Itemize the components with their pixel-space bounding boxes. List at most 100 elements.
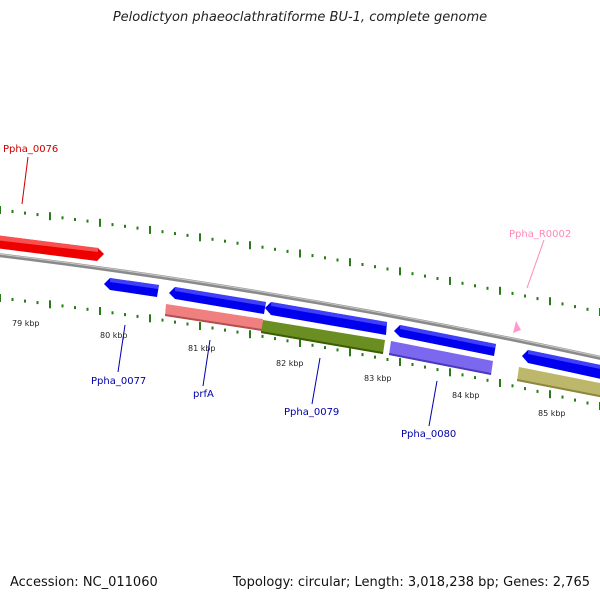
inner-minor-tick (261, 334, 264, 338)
outer-minor-tick (486, 286, 489, 290)
inner-minor-tick (536, 389, 539, 393)
inner-minor-tick (136, 314, 139, 318)
outer-minor-tick (274, 247, 276, 251)
outer-minor-tick (536, 297, 539, 301)
inner-minor-tick (486, 378, 489, 382)
inner-minor-tick (211, 326, 214, 330)
gene-label-ppha-0076[interactable]: Ppha_0076 (3, 144, 58, 155)
outer-major-tick (49, 212, 51, 221)
genome-stats-text: Topology: circular; Length: 3,018,238 bp… (232, 575, 590, 590)
kbp-label-82: 82 kbp (276, 359, 304, 368)
inner-minor-tick (236, 330, 239, 334)
outer-minor-tick (461, 281, 464, 285)
outer-minor-tick (161, 230, 164, 234)
inner-minor-tick (411, 363, 414, 366)
kbp-label-79: 79 kbp (12, 319, 40, 328)
gene-label-prfA[interactable]: prfA (193, 389, 214, 400)
inner-minor-tick (386, 358, 389, 361)
outer-minor-tick (424, 274, 426, 278)
outer-minor-tick (136, 226, 139, 230)
gene-ppha-0080[interactable] (394, 325, 496, 356)
inner-minor-tick (561, 395, 564, 399)
inner-minor-tick (511, 384, 514, 388)
inner-minor-tick (361, 353, 364, 357)
inner-tick-track (0, 294, 600, 410)
inner-minor-tick (524, 387, 526, 391)
inner-minor-tick (186, 322, 189, 326)
inner-minor-tick (274, 337, 276, 341)
outer-major-tick (499, 286, 501, 295)
genome-backbone (0, 253, 600, 360)
kbp-label-80: 80 kbp (100, 331, 128, 340)
gene-ppha-0077[interactable] (104, 278, 159, 297)
inner-minor-tick (474, 376, 476, 380)
outer-minor-tick (261, 245, 264, 249)
inner-major-tick (199, 322, 201, 330)
inner-minor-tick (11, 298, 14, 301)
inner-minor-tick (461, 373, 464, 377)
inner-major-tick (499, 379, 501, 387)
gene-ppha-0079[interactable] (265, 302, 387, 335)
rna-marker-ppha-r0002[interactable] (513, 321, 521, 333)
outer-minor-tick (61, 216, 64, 220)
kbp-label-84: 84 kbp (452, 391, 480, 400)
kbp-label-85: 85 kbp (538, 409, 566, 418)
gene-label-ppha-0080[interactable]: Ppha_0080 (401, 429, 456, 440)
outer-minor-tick (336, 258, 339, 262)
gene-label-ppha-r0002[interactable]: Ppha_R0002 (509, 229, 571, 240)
outer-minor-tick (286, 249, 289, 253)
leader-ppha-0076 (21, 156, 29, 205)
inner-minor-tick (111, 311, 114, 315)
inner-major-tick (399, 358, 401, 366)
gene-ppha-0081[interactable] (522, 350, 600, 381)
outer-minor-tick (474, 284, 476, 288)
gene-ppha-0076[interactable] (0, 235, 104, 261)
inner-major-tick (0, 294, 1, 302)
inner-minor-tick (324, 346, 326, 350)
gene-label-ppha-0079[interactable]: Ppha_0079 (284, 407, 339, 418)
inner-minor-tick (36, 301, 39, 305)
outer-minor-tick (24, 211, 26, 215)
cog-bar-ppha-0081 (517, 367, 600, 398)
outer-major-tick (449, 276, 451, 285)
inner-major-tick (49, 300, 51, 309)
kbp-label-81: 81 kbp (188, 344, 216, 353)
gene-prfA[interactable] (169, 287, 266, 314)
outer-minor-tick (74, 218, 76, 221)
inner-minor-tick (586, 401, 589, 405)
inner-minor-tick (24, 299, 26, 303)
inner-minor-tick (86, 307, 89, 311)
leader-ppha-r0002 (526, 239, 545, 289)
inner-major-tick (549, 390, 551, 399)
outer-minor-tick (186, 233, 189, 237)
outer-major-tick (399, 267, 401, 276)
outer-minor-tick (436, 277, 439, 280)
inner-minor-tick (286, 339, 289, 343)
inner-major-tick (249, 330, 251, 339)
outer-minor-tick (524, 294, 526, 298)
outer-major-tick (149, 225, 151, 234)
outer-minor-tick (411, 272, 414, 276)
outer-major-tick (0, 206, 1, 214)
outer-minor-tick (236, 241, 239, 245)
outer-minor-tick (511, 291, 514, 295)
outer-minor-tick (586, 307, 589, 311)
outer-tick-track (0, 206, 600, 316)
cog-bar-ppha-0080 (389, 341, 493, 375)
outer-minor-tick (111, 223, 114, 227)
leader-ppha-0079 (311, 357, 321, 405)
outer-major-tick (349, 258, 351, 267)
outer-minor-tick (324, 256, 326, 260)
cog-bar-prfA (165, 304, 263, 331)
accession-text: Accession: NC_011060 (10, 575, 158, 590)
outer-major-tick (549, 297, 551, 306)
outer-minor-tick (224, 239, 226, 243)
inner-major-tick (449, 368, 451, 377)
inner-minor-tick (174, 320, 176, 324)
outer-minor-tick (361, 263, 364, 266)
gene-label-ppha-0077[interactable]: Ppha_0077 (91, 376, 146, 387)
leader-ppha-0080 (428, 380, 438, 427)
outer-minor-tick (374, 265, 376, 269)
outer-minor-tick (211, 237, 214, 241)
